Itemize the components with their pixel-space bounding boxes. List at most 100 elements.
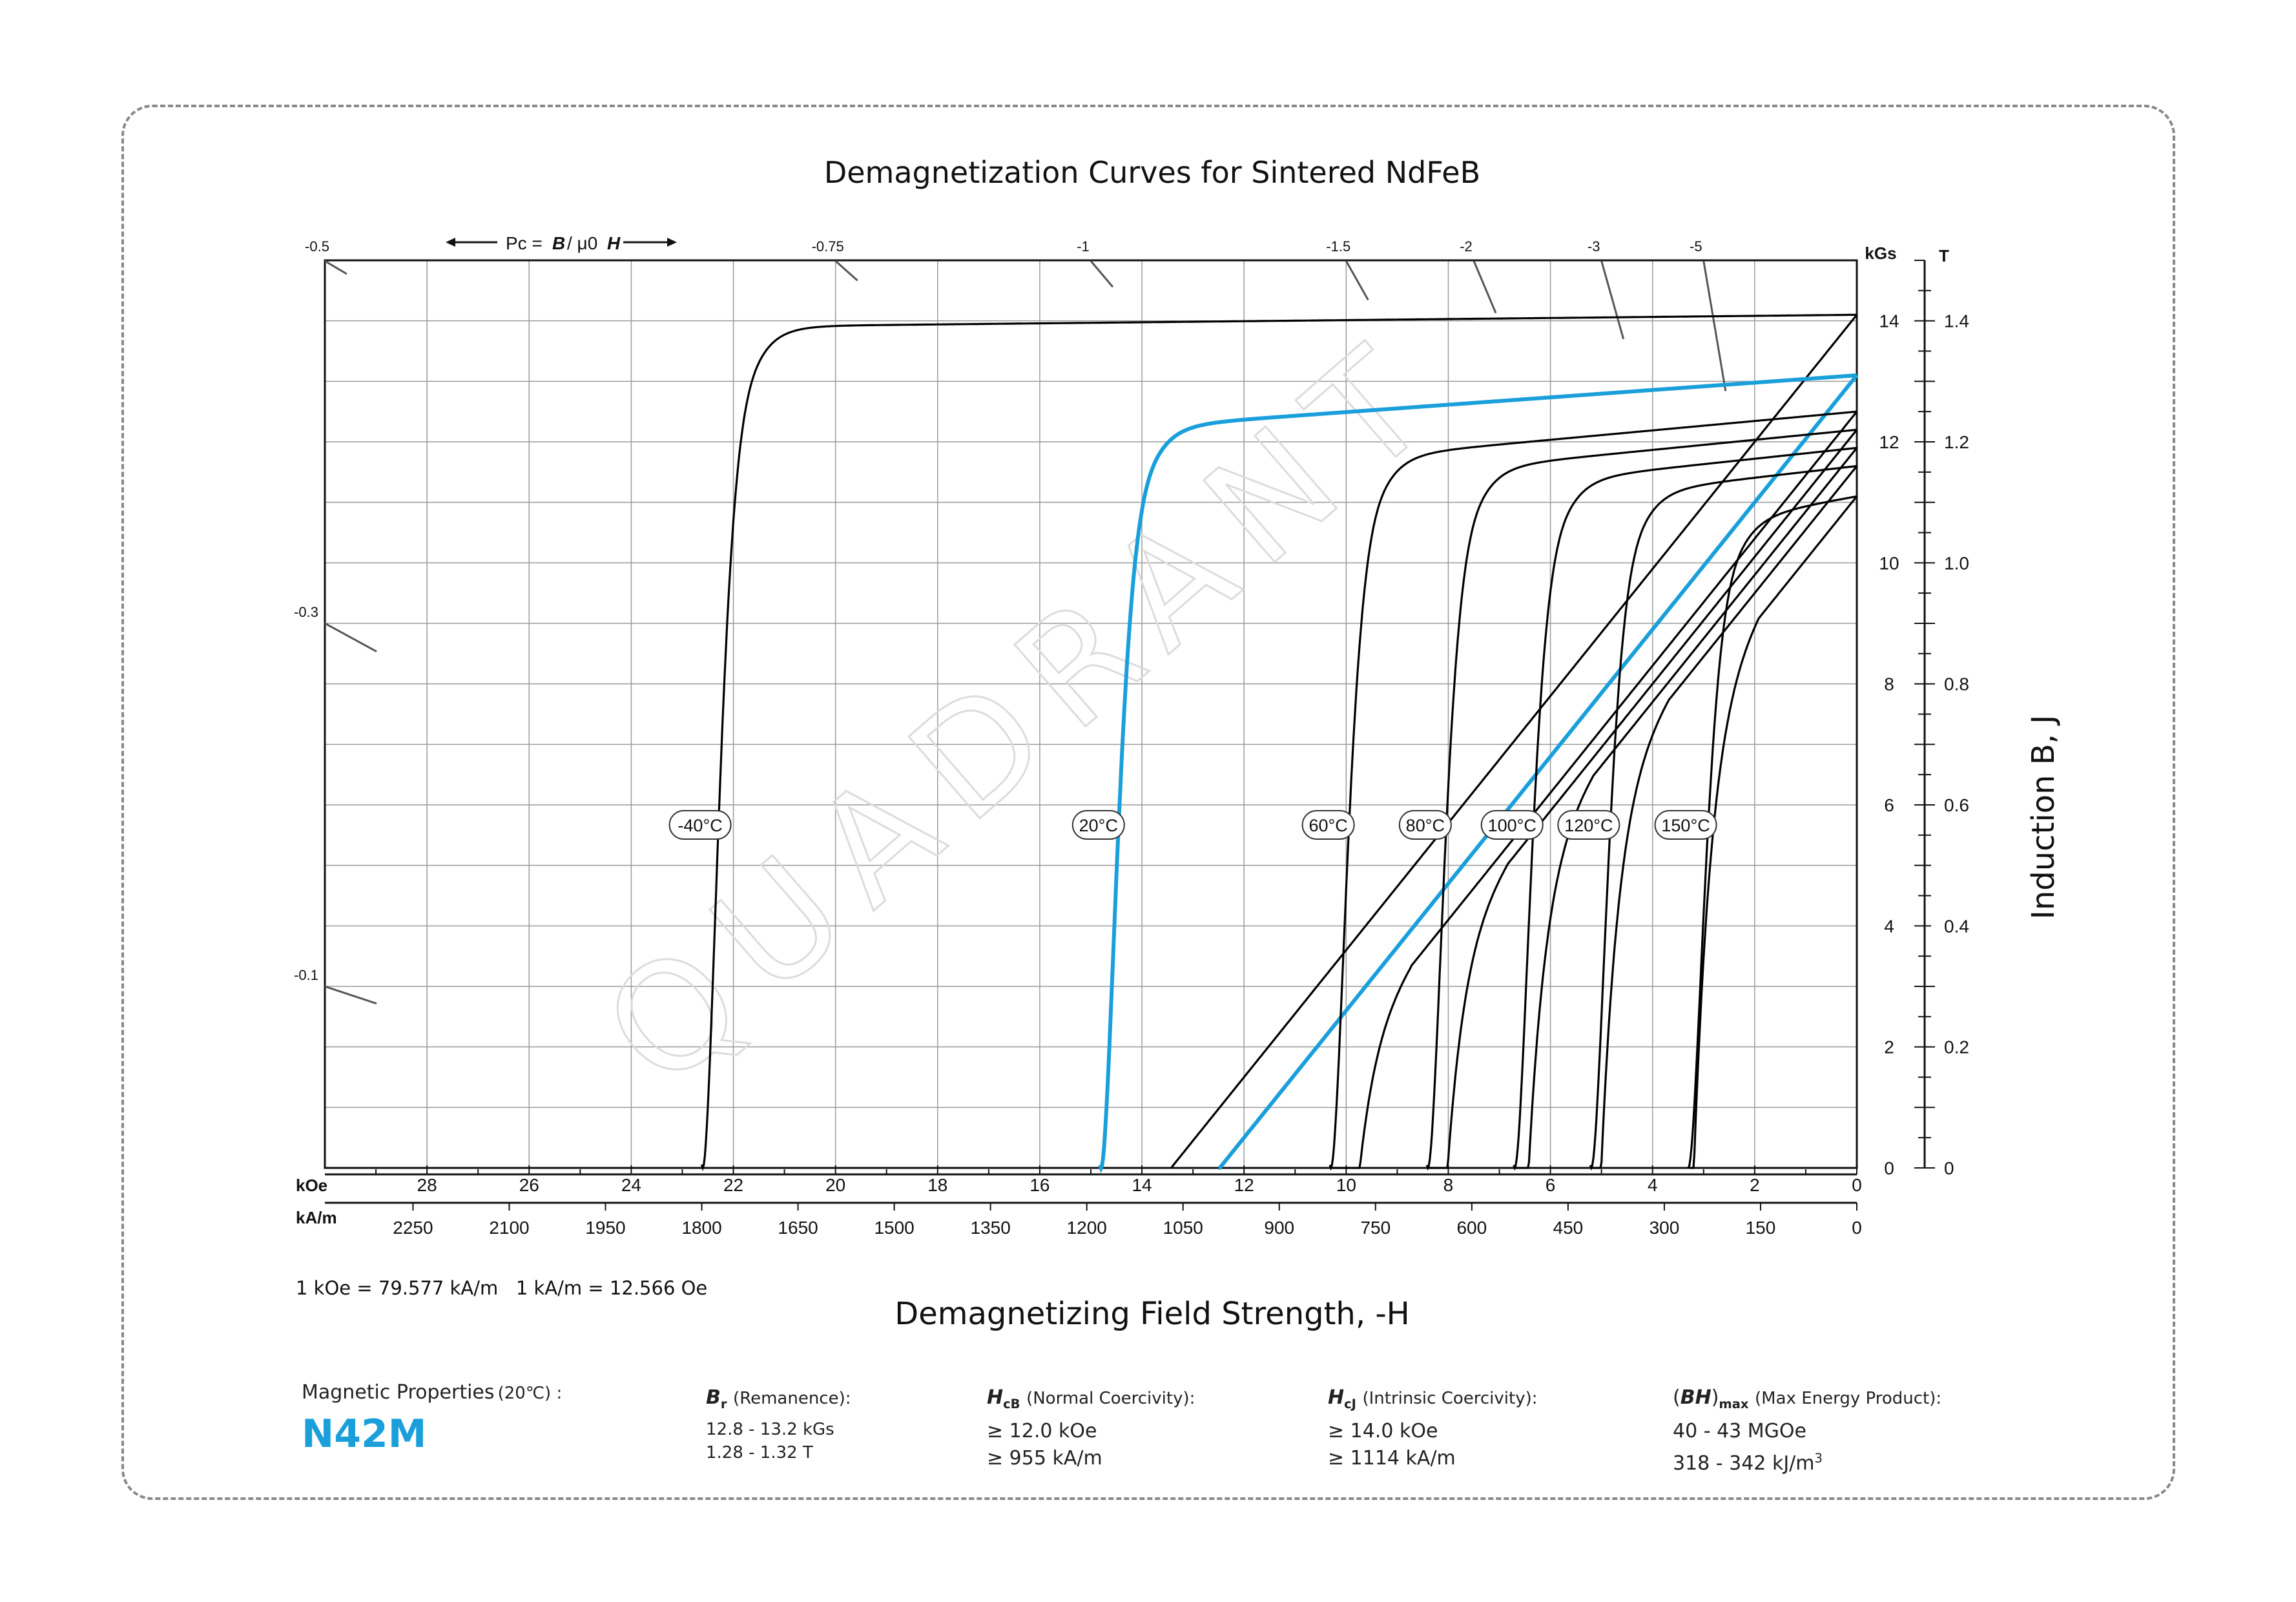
br-kgs: 12.8 - 13.2 kGs <box>706 1420 834 1439</box>
permeance-label-text: Pc = <box>506 233 543 253</box>
x-tick-koe: 0 <box>1852 1175 1862 1195</box>
y-tick-t: 0.8 <box>1944 674 1969 694</box>
intrinsic-curve <box>1589 464 1857 1171</box>
watermark-text: QUADRANT <box>574 302 1478 1120</box>
prop-normal-coercivity: HcB (Normal Coercivity): ≥ 12.0 kOe ≥ 95… <box>987 1384 1195 1472</box>
x-tick-koe: 6 <box>1546 1175 1556 1195</box>
y-unit-t: T <box>1939 246 1949 265</box>
permeance-tick <box>1345 260 1369 301</box>
hcb-koe: ≥ 12.0 kOe <box>987 1420 1097 1442</box>
y-tick-kgs: 2 <box>1884 1037 1894 1057</box>
permeance-tick <box>324 985 377 1004</box>
x-tick-koe: 28 <box>417 1175 437 1195</box>
permeance-b: B <box>552 233 565 253</box>
hcj-koe: ≥ 14.0 kOe <box>1328 1420 1438 1442</box>
intrinsic-curve <box>1425 428 1857 1171</box>
x-tick-kam: 1500 <box>874 1218 914 1238</box>
prop-remanence: Br (Remanence): 12.8 - 13.2 kGs 1.28 - 1… <box>706 1384 851 1464</box>
curve-label: 120°C <box>1564 816 1613 835</box>
x-tick-koe: 18 <box>927 1175 947 1195</box>
x-tick-kam: 1350 <box>971 1218 1011 1238</box>
permeance-tick <box>1473 260 1497 314</box>
permeance-tick-label: -2 <box>1460 238 1473 255</box>
curve-label: 60°C <box>1308 816 1347 835</box>
chart-title: Demagnetization Curves for Sintered NdFe… <box>824 155 1480 190</box>
x-tick-kam: 1050 <box>1163 1218 1203 1238</box>
permeance-tick-label: -5 <box>1690 238 1702 255</box>
curve-label-box <box>1301 810 1355 840</box>
permeance-tick <box>1090 260 1114 288</box>
normal-curve <box>1332 411 1858 1169</box>
x-axis-title: Demagnetizing Field Strength, -H <box>895 1296 1410 1332</box>
normal-curve <box>1218 374 1859 1170</box>
y-tick-t: 1.4 <box>1944 311 1969 331</box>
x-tick-koe: 22 <box>723 1175 743 1195</box>
permeance-label: Pc = B / μ0 H <box>446 233 677 253</box>
x-tick-kam: 1650 <box>778 1218 818 1238</box>
x-tick-kam: 2250 <box>393 1218 433 1238</box>
x-tick-kam: 1200 <box>1067 1218 1107 1238</box>
x-tick-koe: 2 <box>1750 1175 1760 1195</box>
y-tick-kgs: 14 <box>1879 311 1899 331</box>
x-unit-koe: kOe <box>296 1176 327 1195</box>
y-axis-title: Induction B, J <box>2025 715 2062 920</box>
permeance-tick-label: -1.5 <box>1326 238 1350 255</box>
properties-temp: (20℃) : <box>497 1384 563 1403</box>
x-tick-koe: 26 <box>519 1175 539 1195</box>
prop-energy-product: (BH)max (Max Energy Product): 40 - 43 MG… <box>1673 1386 1942 1475</box>
x-tick-koe: 12 <box>1234 1175 1254 1195</box>
intrinsic-curve <box>1098 373 1857 1174</box>
y-tick-kgs: 0 <box>1884 1158 1894 1178</box>
y-tick-t: 0 <box>1944 1158 1954 1178</box>
x-unit-kam: kA/m <box>296 1208 337 1227</box>
x-tick-kam: 600 <box>1456 1218 1487 1238</box>
x-tick-kam: 1950 <box>585 1218 625 1238</box>
x-tick-koe: 24 <box>621 1175 641 1195</box>
permeance-tick-label: -0.5 <box>305 238 329 255</box>
x-tick-kam: 900 <box>1264 1218 1294 1238</box>
permeance-h: H <box>607 233 621 253</box>
properties-heading: Magnetic Properties (20℃) : <box>302 1381 562 1405</box>
y-tick-kgs: 6 <box>1884 795 1894 815</box>
curve-label-box <box>1654 810 1717 840</box>
normal-curve <box>1515 447 1858 1169</box>
page-frame <box>121 105 2175 1500</box>
permeance-tick-label: -3 <box>1588 238 1600 255</box>
permeance-ticks: -0.5 -0.75 -1 -1.5 -2 -3 -5 -0.3 -0.1 <box>294 238 1727 1004</box>
y-tick-kgs: 8 <box>1884 674 1894 694</box>
x-tick-kam: 300 <box>1650 1218 1680 1238</box>
hcb-kam: ≥ 955 kA/m <box>987 1447 1102 1470</box>
hcj-kam: ≥ 1114 kA/m <box>1328 1447 1456 1470</box>
curve-label-box <box>1071 810 1125 840</box>
y-tick-t: 0.4 <box>1944 916 1969 936</box>
permeance-tick <box>834 260 858 282</box>
x-tick-koe: 4 <box>1648 1175 1658 1195</box>
permeance-tick-label: -0.3 <box>294 604 318 620</box>
curve-label: -40°C <box>677 816 722 835</box>
grade-name: N42M <box>302 1411 427 1457</box>
permeance-tick <box>1600 260 1625 340</box>
x-tick-koe: 16 <box>1029 1175 1050 1195</box>
permeance-tick <box>1702 260 1727 391</box>
curve-label-box <box>1398 810 1452 840</box>
curve-label: 150°C <box>1661 816 1710 835</box>
curves <box>700 313 1859 1174</box>
y-tick-t: 0.2 <box>1944 1037 1969 1057</box>
x-tick-koe: 8 <box>1443 1175 1454 1195</box>
permeance-tick-label: -1 <box>1077 238 1090 255</box>
curve-labels: -40°C 20°C 60°C 80°C 100°C 120°C 150°C <box>668 810 1717 840</box>
bh-kjm3: 318 - 342 kJ/m <box>1673 1452 1815 1475</box>
y-tick-kgs: 10 <box>1879 553 1899 573</box>
intrinsic-curve <box>1687 495 1857 1169</box>
y-tick-t: 1.2 <box>1944 432 1969 452</box>
x-tick-kam: 0 <box>1852 1218 1862 1238</box>
x-tick-kam: 450 <box>1553 1218 1584 1238</box>
y-unit-kgs: kGs <box>1865 244 1896 263</box>
y-tick-t: 1.0 <box>1944 553 1969 573</box>
normal-curve <box>1592 465 1858 1169</box>
curve-label-box <box>1557 810 1620 840</box>
curve-label: 20°C <box>1079 816 1118 835</box>
prop-intrinsic-coercivity: HcJ (Intrinsic Coercivity): ≥ 14.0 kOe ≥… <box>1328 1384 1537 1472</box>
